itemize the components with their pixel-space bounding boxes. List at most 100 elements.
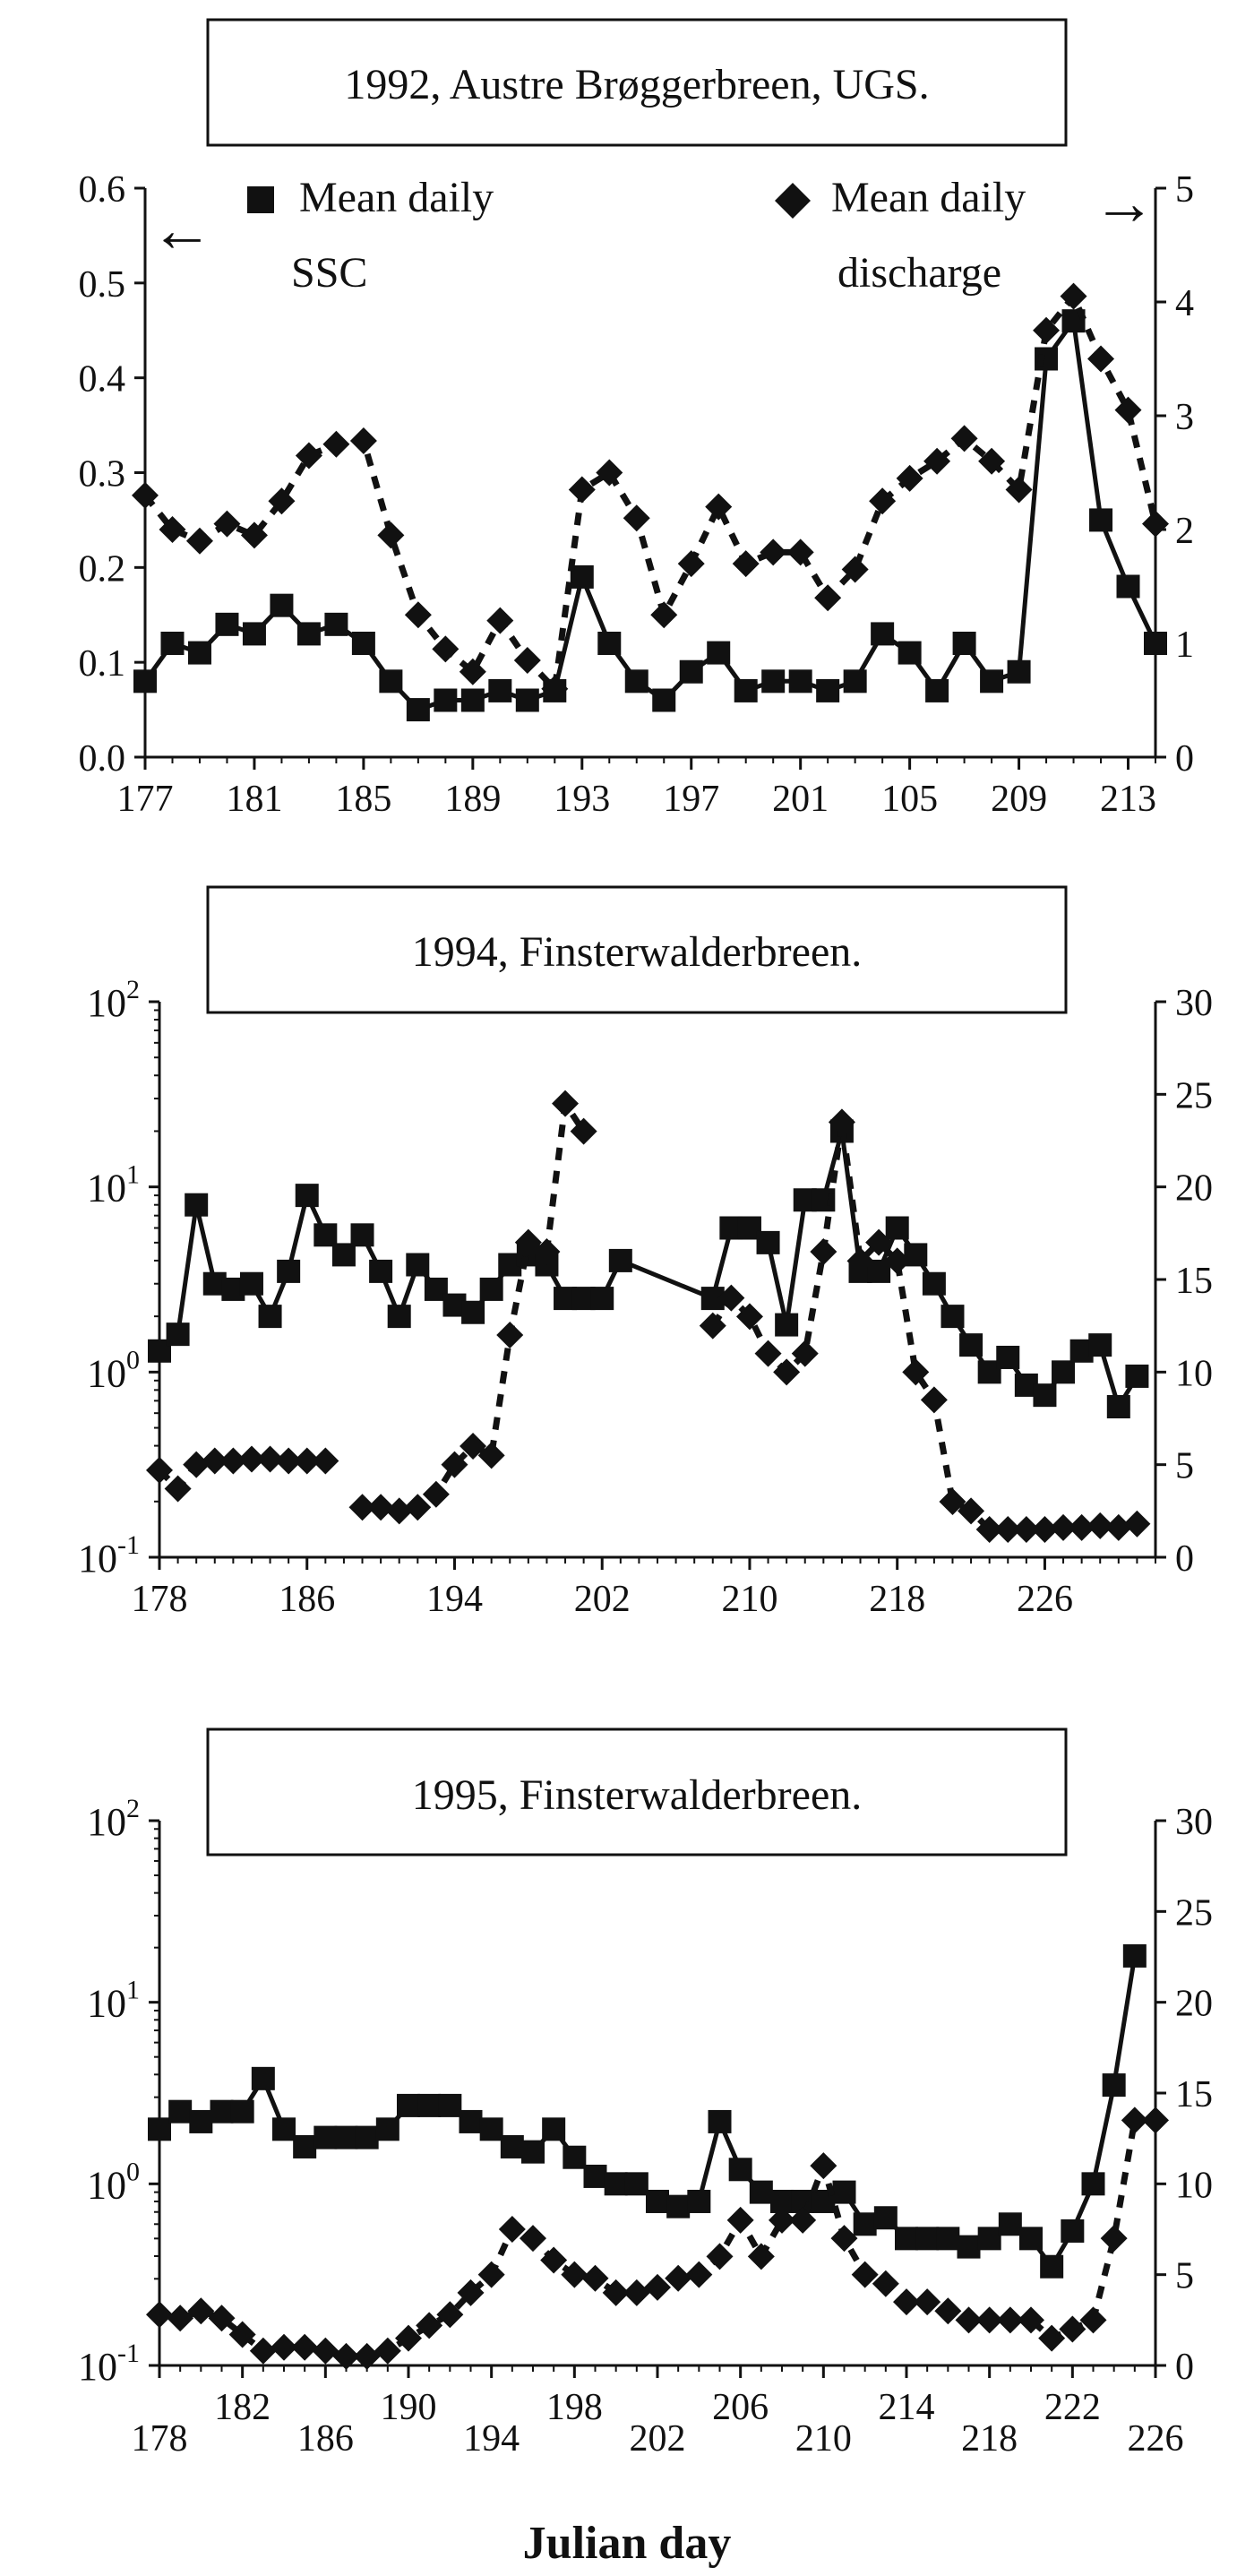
discharge-point <box>1068 1513 1095 1541</box>
discharge-point <box>457 2279 485 2306</box>
ssc-point <box>187 641 211 665</box>
discharge-point <box>496 1322 524 1348</box>
ssc-point <box>133 669 157 694</box>
discharge-point <box>441 1451 468 1478</box>
discharge-point <box>978 447 1006 475</box>
ssc-series-line <box>142 318 1158 712</box>
discharge-point <box>769 2206 795 2234</box>
right-tick-label: 10 <box>1175 2165 1213 2206</box>
discharge-point <box>552 1090 580 1117</box>
discharge-point <box>732 550 760 578</box>
chart-1992: 0.0 0.1 0.2 0.3 0.4 0.5 0.6 0 1 2 3 4 5 177 181 185 189 1… <box>79 18 1194 820</box>
discharge-point <box>1031 1516 1059 1543</box>
ssc-point <box>459 2109 483 2133</box>
discharge-point <box>810 2152 837 2180</box>
x-tick-label: 193 <box>554 779 610 820</box>
right-tick-label: 25 <box>1175 1892 1213 1934</box>
discharge-point <box>159 516 186 543</box>
discharge-point <box>896 464 923 492</box>
discharge-point <box>201 1447 228 1475</box>
discharge-point <box>533 1238 561 1265</box>
ssc-point <box>687 2189 711 2213</box>
discharge-point <box>395 2324 422 2352</box>
ssc-point <box>293 2134 317 2158</box>
discharge-point <box>735 1303 763 1331</box>
right-tick-label: 3 <box>1175 397 1194 438</box>
discharge-point <box>1087 345 1115 373</box>
discharge-point <box>920 1386 948 1414</box>
ssc-point <box>461 1300 485 1324</box>
discharge-point <box>561 2261 588 2288</box>
ssc-point <box>749 2180 773 2204</box>
discharge-point <box>1060 282 1087 310</box>
ssc-point <box>583 2164 607 2188</box>
discharge-point <box>1079 2306 1107 2334</box>
left-tick-label: 102 <box>87 1794 140 1844</box>
right-tick-label: 4 <box>1175 283 1194 324</box>
legend-ssc-label: Mean daily <box>299 174 494 221</box>
ssc-point <box>331 1243 356 1267</box>
x-tick-label: 202 <box>630 2418 686 2460</box>
left-tick-label: 101 <box>87 1976 140 2026</box>
ssc-point <box>998 2212 1022 2236</box>
discharge-point <box>208 2305 236 2332</box>
discharge-point <box>367 1494 395 1521</box>
ssc-point <box>314 1223 338 1247</box>
left-tick-label: 0.1 <box>79 643 126 685</box>
right-tick-label: 30 <box>1175 1802 1213 1843</box>
discharge-point <box>841 556 869 583</box>
x-tick-label: 194 <box>463 2418 520 2460</box>
ssc-point <box>1102 2073 1126 2098</box>
ssc-point <box>500 2134 524 2158</box>
right-tick-label: 0 <box>1175 1538 1194 1580</box>
discharge-series-line <box>142 293 1159 693</box>
discharge-point <box>975 1516 1003 1543</box>
discharge-point <box>754 1340 782 1367</box>
ssc-point <box>952 632 976 655</box>
discharge-point <box>975 2306 1003 2334</box>
discharge-point <box>665 2264 692 2292</box>
ssc-point <box>369 1259 393 1283</box>
x-tick-label: 202 <box>574 1579 631 1620</box>
discharge-point <box>958 1497 985 1525</box>
legend-ssc-marker <box>247 186 274 213</box>
discharge-point <box>851 2261 879 2288</box>
x-tick-label: 222 <box>1044 2387 1101 2428</box>
x-axis-label: Julian day <box>523 2518 732 2569</box>
x-tick-label: 218 <box>961 2418 1018 2460</box>
discharge-point <box>1114 396 1142 424</box>
ssc-point <box>853 2212 877 2236</box>
discharge-point <box>541 675 569 702</box>
discharge-point <box>902 1358 930 1386</box>
left-tick-label: 100 <box>87 1345 140 1395</box>
discharge-point <box>146 1456 173 1484</box>
x-tick-label: 182 <box>214 2387 271 2428</box>
title-box <box>206 885 1068 1014</box>
discharge-point <box>810 1238 837 1265</box>
discharge-point <box>436 2301 464 2329</box>
x-tick-label: 210 <box>795 2418 852 2460</box>
left-tick-label: 0.4 <box>79 359 126 401</box>
legend: Mean daily SSC ← Mean daily discharge → <box>150 169 1155 297</box>
ssc-point <box>925 678 949 702</box>
ssc-point <box>1088 1333 1112 1357</box>
discharge-point <box>1012 1516 1040 1543</box>
ssc-point <box>977 2227 1001 2251</box>
discharge-point <box>791 1340 819 1367</box>
ssc-point <box>521 2140 545 2164</box>
x-tick-label: 226 <box>1128 2418 1184 2460</box>
discharge-point <box>581 2264 609 2292</box>
discharge-point <box>914 2288 941 2316</box>
legend-discharge-label-2: discharge <box>837 249 1001 297</box>
left-tick-label: 102 <box>87 975 140 1025</box>
discharge-point <box>312 1447 339 1475</box>
right-tick-label: 0 <box>1175 738 1194 780</box>
discharge-point <box>705 493 733 521</box>
x-tick-label: 198 <box>546 2387 603 2428</box>
ssc-point <box>1040 2254 1064 2279</box>
ssc-point <box>375 2117 399 2141</box>
discharge-point <box>486 607 514 634</box>
right-tick-label: 25 <box>1175 1075 1213 1116</box>
discharge-point <box>602 2279 630 2306</box>
